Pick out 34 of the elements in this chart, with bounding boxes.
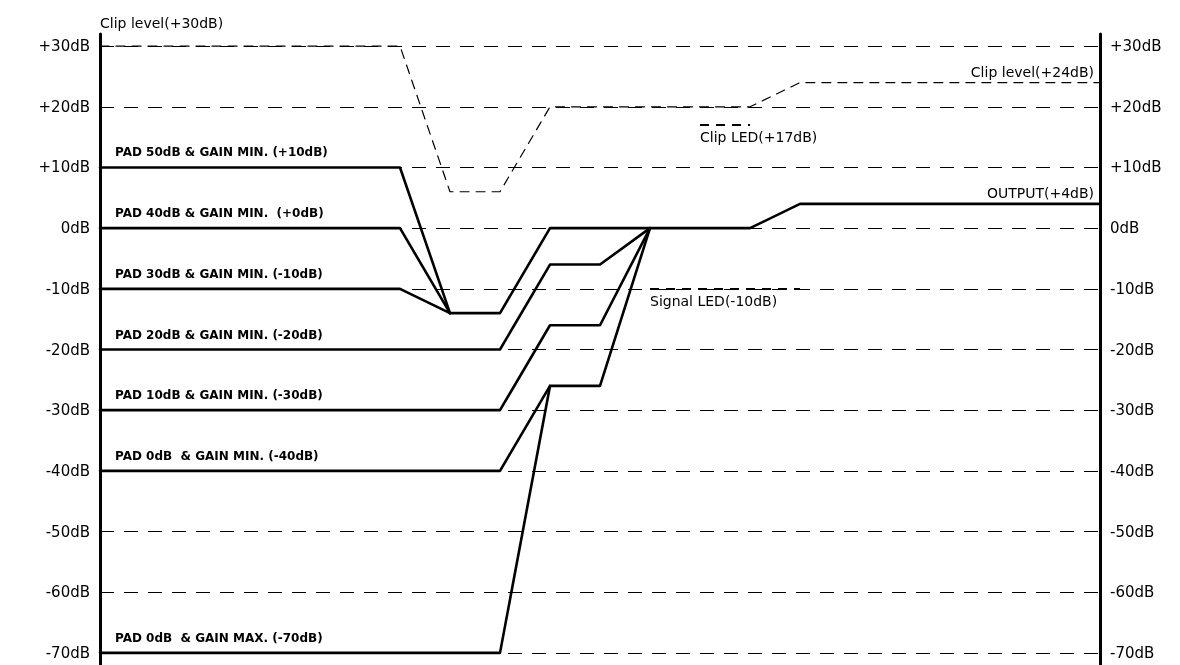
y2-tick-label: -10dB	[1110, 279, 1155, 298]
annotation: OUTPUT(+4dB)	[986, 184, 1094, 201]
y2-tick-label: +10dB	[1110, 158, 1162, 177]
y-tick-label: +30dB	[38, 37, 90, 56]
series-label: PAD 20dB & GAIN MIN. (-20dB)	[115, 327, 323, 342]
y-tick-label: -60dB	[45, 583, 90, 602]
y-tick-label: -50dB	[45, 522, 90, 541]
ref-line-label: Clip LED(+17dB)	[700, 129, 818, 146]
series-label: PAD 0dB & GAIN MIN. (-40dB)	[115, 448, 319, 463]
y-tick-label: 0dB	[60, 219, 90, 238]
y2-tick-label: +30dB	[1110, 37, 1162, 56]
y2-tick-label: -70dB	[1110, 643, 1155, 662]
series-label: PAD 50dB & GAIN MIN. (+10dB)	[115, 145, 328, 160]
y2-tick-label: -50dB	[1110, 522, 1155, 541]
series-label: PAD 0dB & GAIN MAX. (-70dB)	[115, 630, 323, 645]
y2-tick-label: 0dB	[1110, 219, 1140, 238]
series-label: PAD 10dB & GAIN MIN. (-30dB)	[115, 388, 323, 403]
annotation: Clip level(+24dB)	[970, 63, 1094, 80]
y2-tick-label: -20dB	[1110, 340, 1155, 359]
y-tick-label: -70dB	[45, 643, 90, 662]
series-label: PAD 40dB & GAIN MIN. (+0dB)	[115, 206, 324, 221]
y-tick-label: +10dB	[38, 158, 90, 177]
ref-line-label: Signal LED(-10dB)	[650, 292, 778, 309]
y-tick-label: -30dB	[45, 401, 90, 420]
y2-tick-label: -30dB	[1110, 401, 1155, 420]
series-label: PAD 30dB & GAIN MIN. (-10dB)	[115, 266, 323, 281]
y2-tick-label: -60dB	[1110, 583, 1155, 602]
y-tick-label: -10dB	[45, 279, 90, 298]
y2-tick-label: +20dB	[1110, 97, 1162, 116]
y2-tick-label: -40dB	[1110, 461, 1155, 480]
text: Clip level(+30dB)	[100, 15, 224, 31]
y-tick-label: -40dB	[45, 461, 90, 480]
y-tick-label: -20dB	[45, 340, 90, 359]
y-tick-label: +20dB	[38, 97, 90, 116]
